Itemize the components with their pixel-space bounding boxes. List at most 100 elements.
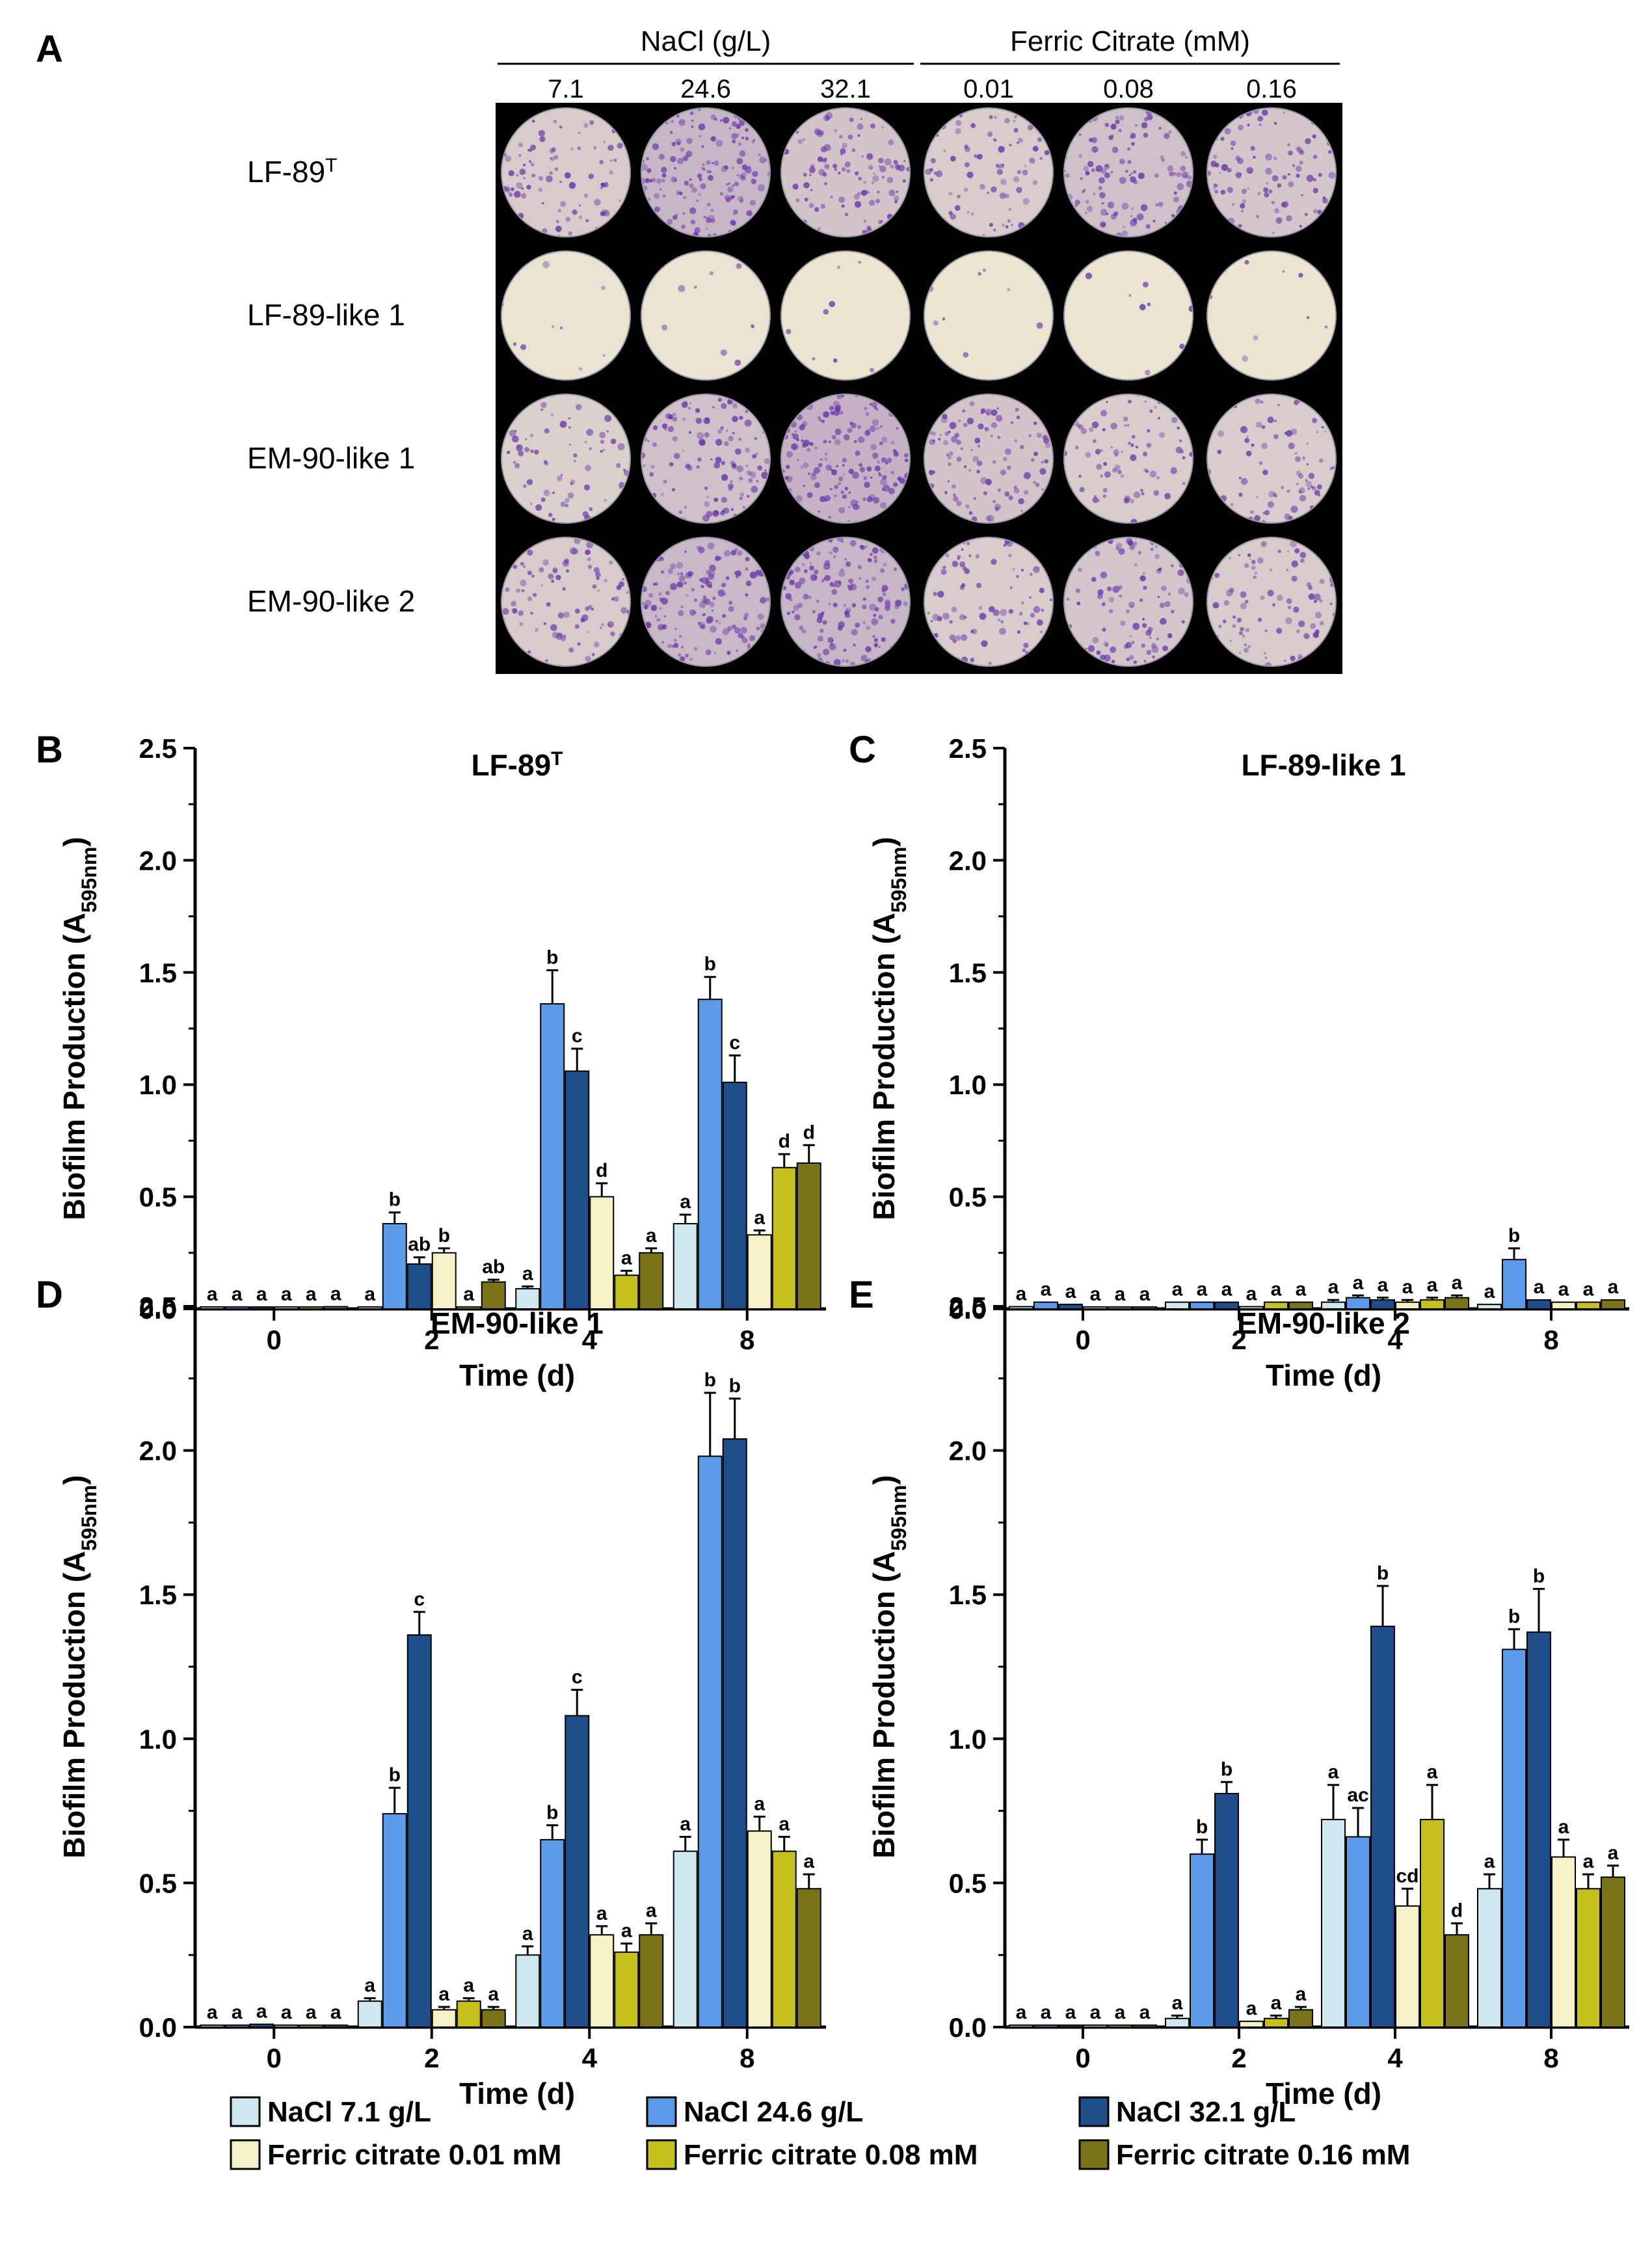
stain-speck [968, 511, 973, 515]
stain-speck [857, 134, 860, 137]
plate-2-3 [924, 394, 1054, 524]
bar [771, 1850, 797, 2028]
stain-speck [1260, 595, 1265, 600]
bar [481, 1281, 506, 1310]
stain-speck [1136, 213, 1144, 221]
stain-speck [1263, 187, 1269, 193]
stain-speck [829, 440, 831, 443]
stain-speck [591, 652, 595, 656]
stain-speck [949, 634, 955, 641]
stain-speck [698, 193, 701, 196]
x-axis-label: Time (d) [1266, 2077, 1381, 2110]
stain-speck [1314, 593, 1321, 601]
stain-speck [730, 195, 734, 200]
stain-speck [1287, 173, 1290, 176]
stain-speck [711, 610, 714, 612]
stain-speck [512, 435, 519, 443]
stain-speck [942, 612, 950, 620]
y-tick-label: 0.5 [949, 1868, 987, 1898]
stain-speck [1074, 204, 1078, 208]
stain-speck [588, 173, 594, 180]
stain-speck [1123, 497, 1130, 504]
stain-speck [829, 582, 834, 587]
stain-speck [974, 437, 981, 444]
stain-speck [518, 450, 524, 457]
x-tick-label: 4 [1387, 2043, 1403, 2073]
stain-speck [1029, 596, 1032, 599]
stain-speck [1319, 578, 1325, 584]
stain-speck [1153, 490, 1160, 496]
stain-speck [867, 558, 872, 562]
stain-speck [1033, 606, 1041, 613]
stain-speck [656, 619, 659, 622]
stain-speck [555, 574, 561, 580]
stain-speck [833, 658, 841, 666]
stain-speck [1264, 192, 1270, 198]
bar [1083, 2025, 1108, 2028]
stain-speck [704, 432, 710, 438]
significance-letter: a [680, 1191, 691, 1213]
stain-speck [1095, 165, 1103, 172]
stain-speck [686, 594, 688, 597]
bar [1108, 2025, 1132, 2028]
stain-speck [599, 159, 604, 165]
stain-speck [530, 612, 533, 615]
stain-speck [883, 593, 886, 597]
stain-speck [1218, 625, 1221, 628]
significance-letter: a [1427, 1762, 1438, 1783]
stain-speck [801, 439, 804, 442]
stain-speck [535, 628, 539, 632]
significance-letter: a [1090, 2002, 1101, 2023]
stain-speck [1257, 557, 1264, 564]
stain-speck [964, 146, 971, 152]
stain-speck [948, 211, 953, 215]
stain-speck [726, 429, 728, 432]
stain-speck [1167, 165, 1174, 172]
stain-speck [672, 412, 676, 416]
stain-speck [600, 626, 602, 629]
bar [1420, 1299, 1445, 1310]
stain-speck [879, 568, 885, 573]
stain-speck [1220, 189, 1226, 195]
stain-speck [1291, 560, 1299, 568]
stain-speck [1170, 564, 1174, 568]
stain-speck [844, 610, 850, 615]
stain-speck [1080, 427, 1087, 435]
stain-speck [1286, 569, 1288, 571]
stain-speck [544, 428, 550, 434]
stain-speck [724, 550, 731, 557]
y-tick-label: 2.0 [949, 845, 987, 876]
stain-speck [985, 409, 993, 416]
stain-speck [680, 606, 684, 608]
significance-letter: a [364, 1975, 375, 1997]
stain-speck [825, 452, 828, 455]
stain-speck [848, 578, 854, 584]
stain-speck [1144, 400, 1147, 403]
y-tick-label: 2.5 [949, 733, 987, 764]
bar [382, 1813, 407, 2028]
y-axis-label-main: Biofilm Production (A [867, 913, 901, 1220]
row-label-3: EM-90-like 2 [247, 584, 415, 618]
significance-letter: a [1041, 2002, 1052, 2023]
stain-speck [1181, 171, 1189, 179]
stain-speck [976, 460, 983, 466]
stain-speck [715, 438, 723, 446]
stain-speck [1312, 134, 1316, 139]
stain-speck [1177, 183, 1184, 191]
stain-speck [527, 650, 531, 654]
stain-speck [1259, 461, 1263, 465]
stain-speck [751, 178, 757, 185]
stain-speck [1240, 425, 1247, 433]
stain-speck [1242, 634, 1246, 638]
stain-speck [1264, 652, 1266, 654]
significance-letter: a [779, 1813, 790, 1835]
stain-speck [1180, 151, 1186, 157]
stain-speck [697, 457, 702, 462]
stain-speck [650, 604, 658, 612]
stain-speck [1078, 424, 1084, 430]
stain-speck [600, 439, 605, 444]
stain-speck [543, 622, 547, 625]
stain-speck [1271, 200, 1275, 205]
stain-speck [691, 587, 695, 592]
